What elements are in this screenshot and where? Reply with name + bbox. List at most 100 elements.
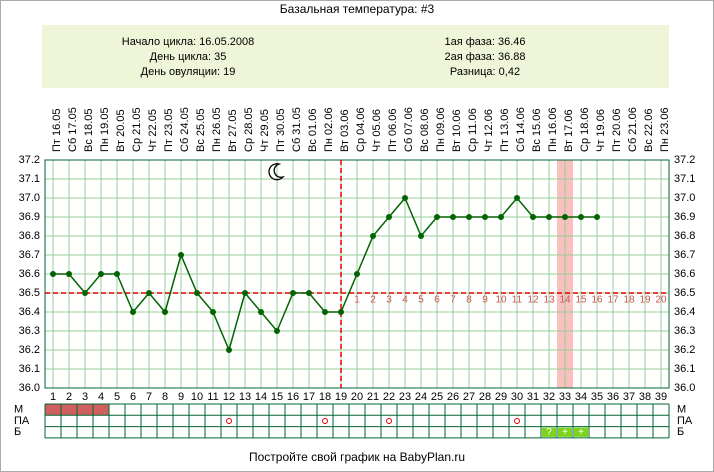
menstruation-cell	[45, 404, 61, 416]
x-tick-label: 9	[178, 391, 184, 403]
date: 19.05	[99, 107, 111, 135]
date-label: Ср 18.06	[579, 107, 591, 152]
info-text: День овуляции: 19	[141, 66, 236, 78]
x-tick-label: 1	[50, 391, 56, 403]
date: 15.06	[531, 109, 543, 137]
date-label: Пт 23.05	[163, 108, 175, 152]
info-text: Начало цикла: 16.05.2008	[122, 36, 254, 48]
date: 26.05	[211, 107, 223, 135]
date-label: Вт 03.06	[339, 109, 351, 152]
date: 29.05	[259, 109, 271, 137]
date: 16.05	[51, 108, 63, 136]
temperature-point	[370, 233, 376, 239]
moon-icon	[268, 163, 285, 181]
weekday: Сб	[67, 138, 79, 152]
y2-tick-label: 36.8	[674, 230, 695, 242]
temperature-point	[242, 290, 248, 296]
row-label: ПА	[14, 415, 30, 427]
weekday: Пн	[211, 138, 223, 152]
y2-tick-label: 36.2	[674, 344, 695, 356]
x-tick-label: 18	[319, 391, 331, 403]
temperature-point	[194, 290, 200, 296]
y-tick-label: 37.2	[19, 154, 40, 166]
weekday: Вт	[339, 140, 351, 152]
date: 20.06	[611, 108, 623, 136]
temperature-point	[338, 309, 344, 315]
date-label: Вт 27.05	[227, 109, 239, 152]
x-tick-label: 36	[607, 391, 619, 403]
phase-number: 11	[512, 295, 523, 306]
date: 04.06	[355, 107, 367, 135]
date: 25.05	[195, 109, 207, 137]
menstruation-cell	[77, 404, 93, 416]
y-tick-label: 36.3	[19, 325, 40, 337]
date-label: Пн 16.06	[547, 107, 559, 152]
x-tick-label: 3	[82, 391, 88, 403]
temperature-point	[306, 290, 312, 296]
weekday: Вт	[227, 140, 239, 152]
menstruation-cell	[93, 404, 109, 416]
date: 17.06	[563, 109, 575, 137]
date-label: Вс 15.06	[531, 109, 543, 152]
date-label: Ср 28.05	[243, 107, 255, 152]
weekday: Чт	[371, 140, 383, 152]
date: 30.05	[275, 108, 287, 136]
date: 19.06	[595, 109, 607, 137]
date-label: Сб 14.06	[515, 107, 527, 152]
temperature-point	[354, 271, 360, 277]
weekday: Чт	[259, 140, 271, 152]
y-tick-label: 36.0	[19, 382, 40, 394]
date: 09.06	[435, 107, 447, 135]
y2-tick-label: 36.1	[674, 363, 695, 375]
phase-number: 12	[527, 295, 539, 306]
date: 03.06	[339, 109, 351, 137]
temperature-point	[258, 309, 264, 315]
x-tick-label: 24	[415, 391, 427, 403]
phase-number: 3	[386, 295, 392, 306]
b-cell	[558, 427, 572, 437]
weekday: Чт	[595, 140, 607, 152]
menstruation-cell	[61, 404, 77, 416]
y-tick-label: 36.4	[19, 306, 40, 318]
x-tick-label: 2	[66, 391, 72, 403]
x-tick-label: 34	[575, 391, 587, 403]
info-text: День цикла: 35	[150, 51, 227, 63]
weekday: Сб	[403, 138, 415, 152]
date-label: Пт 16.05	[51, 108, 63, 152]
x-tick-label: 35	[591, 391, 603, 403]
phase-number: 18	[623, 295, 635, 306]
date: 18.06	[579, 107, 591, 135]
date-label: Пн 23.06	[659, 107, 671, 152]
x-tick-label: 4	[98, 391, 104, 403]
temperature-point	[82, 290, 88, 296]
pa-mark	[322, 417, 328, 424]
date: 16.06	[547, 107, 559, 135]
y2-tick-label: 36.7	[674, 249, 695, 261]
x-tick-label: 15	[271, 391, 283, 403]
phase-number: 4	[402, 295, 408, 306]
y2-tick-label: 37.0	[674, 192, 695, 204]
x-tick-label: 23	[399, 391, 411, 403]
weekday: Пн	[323, 138, 335, 152]
x-tick-label: 29	[495, 391, 507, 403]
weekday: Пт	[163, 139, 175, 152]
weekday: Ср	[131, 138, 143, 152]
weekday: Ср	[579, 138, 591, 152]
date: 12.06	[483, 109, 495, 137]
x-tick-label: 17	[303, 391, 315, 403]
date: 06.06	[387, 108, 399, 136]
x-tick-label: 10	[191, 391, 203, 403]
info-text: 2ая фаза: 36.88	[444, 51, 525, 63]
temperature-point	[386, 214, 392, 220]
weekday: Пт	[51, 139, 63, 152]
x-tick-label: 25	[431, 391, 443, 403]
temperature-point	[226, 347, 232, 353]
y-tick-label: 36.5	[19, 287, 40, 299]
y2-tick-label: 37.1	[674, 173, 695, 185]
weekday: Вс	[643, 139, 655, 152]
weekday: Сб	[179, 138, 191, 152]
weekday: Пт	[499, 139, 511, 152]
y2-tick-label: 36.6	[674, 268, 695, 280]
x-tick-label: 16	[287, 391, 299, 403]
x-tick-label: 5	[114, 391, 120, 403]
